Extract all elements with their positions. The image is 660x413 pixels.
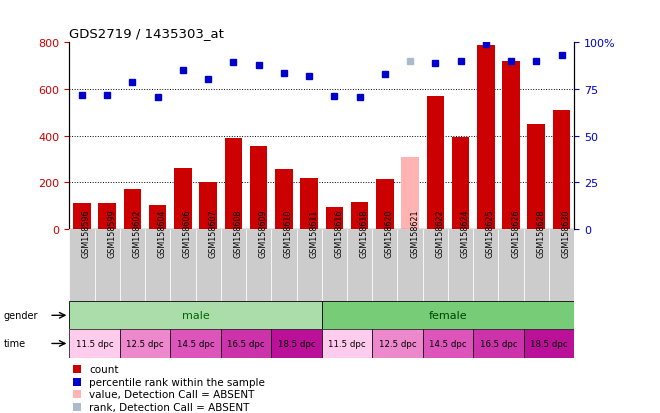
Text: 14.5 dpc: 14.5 dpc xyxy=(177,339,215,348)
Bar xyxy=(527,125,545,229)
Bar xyxy=(423,229,448,301)
Text: GSM158621: GSM158621 xyxy=(410,209,419,257)
Bar xyxy=(376,179,394,229)
Bar xyxy=(524,330,574,358)
Bar xyxy=(221,229,246,301)
Text: female: female xyxy=(428,311,467,320)
Text: GSM158608: GSM158608 xyxy=(234,209,242,257)
Text: 14.5 dpc: 14.5 dpc xyxy=(429,339,467,348)
Bar xyxy=(98,204,116,229)
Bar xyxy=(275,170,293,229)
Bar xyxy=(170,229,195,301)
Text: 11.5 dpc: 11.5 dpc xyxy=(76,339,114,348)
Bar xyxy=(549,229,574,301)
Text: 18.5 dpc: 18.5 dpc xyxy=(278,339,315,348)
Bar xyxy=(426,97,444,229)
Text: GSM158602: GSM158602 xyxy=(133,209,141,257)
Text: GSM158606: GSM158606 xyxy=(183,209,192,257)
Bar xyxy=(372,330,423,358)
Bar xyxy=(94,229,120,301)
Bar xyxy=(397,229,423,301)
Bar xyxy=(401,157,419,229)
Text: 16.5 dpc: 16.5 dpc xyxy=(227,339,265,348)
Text: GSM158611: GSM158611 xyxy=(309,209,318,257)
Text: 11.5 dpc: 11.5 dpc xyxy=(328,339,366,348)
Text: male: male xyxy=(182,311,209,320)
Text: GSM158604: GSM158604 xyxy=(158,209,167,257)
Text: GSM158630: GSM158630 xyxy=(562,209,571,257)
Bar xyxy=(451,138,469,229)
Bar xyxy=(271,229,296,301)
Text: GSM158626: GSM158626 xyxy=(511,209,520,257)
Bar xyxy=(473,229,498,301)
Bar xyxy=(296,229,322,301)
Text: GSM158620: GSM158620 xyxy=(385,209,394,257)
Text: GSM158618: GSM158618 xyxy=(360,209,369,257)
Bar xyxy=(69,229,94,301)
Bar xyxy=(300,178,318,229)
Bar xyxy=(221,330,271,358)
Text: GSM158622: GSM158622 xyxy=(436,209,444,257)
Text: 18.5 dpc: 18.5 dpc xyxy=(530,339,568,348)
Text: GSM158628: GSM158628 xyxy=(537,209,545,257)
Text: percentile rank within the sample: percentile rank within the sample xyxy=(90,377,265,387)
Bar xyxy=(322,229,347,301)
Bar xyxy=(69,301,322,330)
Text: GSM158624: GSM158624 xyxy=(461,209,470,257)
Bar xyxy=(473,330,524,358)
Text: 12.5 dpc: 12.5 dpc xyxy=(126,339,164,348)
Text: 16.5 dpc: 16.5 dpc xyxy=(480,339,517,348)
Bar xyxy=(322,330,372,358)
Bar xyxy=(448,229,473,301)
Bar xyxy=(350,202,368,229)
Text: rank, Detection Call = ABSENT: rank, Detection Call = ABSENT xyxy=(90,401,250,412)
Bar xyxy=(69,330,120,358)
Bar xyxy=(145,229,170,301)
Bar xyxy=(199,183,217,229)
Text: 12.5 dpc: 12.5 dpc xyxy=(379,339,416,348)
Bar xyxy=(322,301,574,330)
Bar xyxy=(195,229,221,301)
Bar xyxy=(347,229,372,301)
Bar xyxy=(372,229,397,301)
Text: GSM158625: GSM158625 xyxy=(486,209,495,257)
Text: GSM158610: GSM158610 xyxy=(284,209,293,257)
Text: GSM158616: GSM158616 xyxy=(335,209,343,257)
Text: GSM158599: GSM158599 xyxy=(107,209,116,257)
Bar xyxy=(552,111,570,229)
Bar xyxy=(498,229,524,301)
Bar xyxy=(170,330,221,358)
Bar xyxy=(174,169,192,229)
Text: value, Detection Call = ABSENT: value, Detection Call = ABSENT xyxy=(90,389,255,399)
Bar xyxy=(123,190,141,229)
Text: GDS2719 / 1435303_at: GDS2719 / 1435303_at xyxy=(69,27,224,40)
Bar xyxy=(477,46,495,229)
Bar xyxy=(246,229,271,301)
Bar xyxy=(224,139,242,229)
Text: GSM158609: GSM158609 xyxy=(259,209,268,257)
Text: time: time xyxy=(3,339,26,349)
Bar xyxy=(502,62,520,229)
Bar xyxy=(120,229,145,301)
Text: gender: gender xyxy=(3,311,38,320)
Bar xyxy=(423,330,473,358)
Bar xyxy=(120,330,170,358)
Bar xyxy=(524,229,549,301)
Text: GSM158607: GSM158607 xyxy=(208,209,217,257)
Text: count: count xyxy=(90,364,119,374)
Text: GSM158596: GSM158596 xyxy=(82,209,91,257)
Bar xyxy=(148,206,166,229)
Bar xyxy=(249,147,267,229)
Bar xyxy=(325,207,343,229)
Bar xyxy=(271,330,322,358)
Bar xyxy=(73,204,91,229)
